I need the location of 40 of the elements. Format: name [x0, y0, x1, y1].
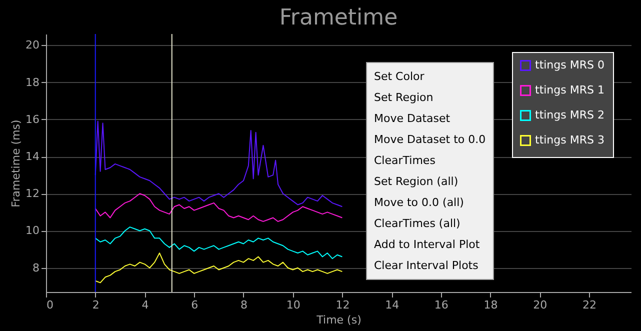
annotation: Move to 0.0 (all) — [373, 195, 465, 211]
annotation: Set Color — [373, 69, 426, 85]
y-tick-label: 14 — [26, 150, 40, 164]
x-tick-label: 2 — [92, 298, 100, 312]
annotation: ClearTimes (all) — [373, 216, 462, 232]
x-tick-label: 16 — [434, 298, 448, 312]
x-tick-label: 4 — [142, 298, 149, 312]
y-tick-label: 16 — [26, 112, 40, 126]
y-tick-label: 12 — [26, 187, 40, 200]
legend-label: ttings MRS 2 — [535, 108, 604, 122]
legend-label: ttings MRS 0 — [535, 58, 604, 72]
y-tick-label: 20 — [26, 38, 40, 52]
annotation: Set Region (all) — [373, 174, 460, 190]
x-tick-label: 8 — [240, 298, 248, 312]
x-tick-label: 14 — [385, 298, 400, 312]
line-series — [94, 226, 343, 260]
y-tick-label: 10 — [26, 224, 40, 238]
x-tick-label: 18 — [484, 298, 498, 312]
legend-label: ttings MRS 1 — [535, 84, 604, 96]
x-tick-label: 0 — [46, 298, 54, 312]
x-axis-title: Time (s) — [316, 314, 362, 326]
line-series — [94, 252, 343, 284]
annotation: Move Dataset — [373, 111, 452, 127]
x-tick-label: 10 — [286, 298, 300, 312]
chart-title: Frametime — [279, 6, 398, 30]
y-tick-label: 8 — [32, 261, 40, 274]
y-axis-title: Frametime (ms) — [10, 120, 23, 208]
annotation: Move Dataset to 0.0 — [373, 132, 487, 148]
annotation: Set Region — [373, 90, 434, 106]
annotation: ClearTimes — [373, 153, 436, 169]
x-tick-label: 6 — [191, 298, 198, 312]
line-series — [94, 120, 343, 208]
annotation: Add to Interval Plot — [373, 237, 481, 253]
x-tick-label: 20 — [533, 298, 548, 312]
line-series — [94, 193, 343, 222]
x-tick-label: 22 — [582, 298, 597, 312]
x-tick-label: 12 — [336, 298, 350, 312]
annotation: Clear Interval Plots — [373, 258, 480, 274]
legend-label: ttings MRS 3 — [535, 134, 604, 146]
y-tick-label: 18 — [26, 76, 40, 89]
